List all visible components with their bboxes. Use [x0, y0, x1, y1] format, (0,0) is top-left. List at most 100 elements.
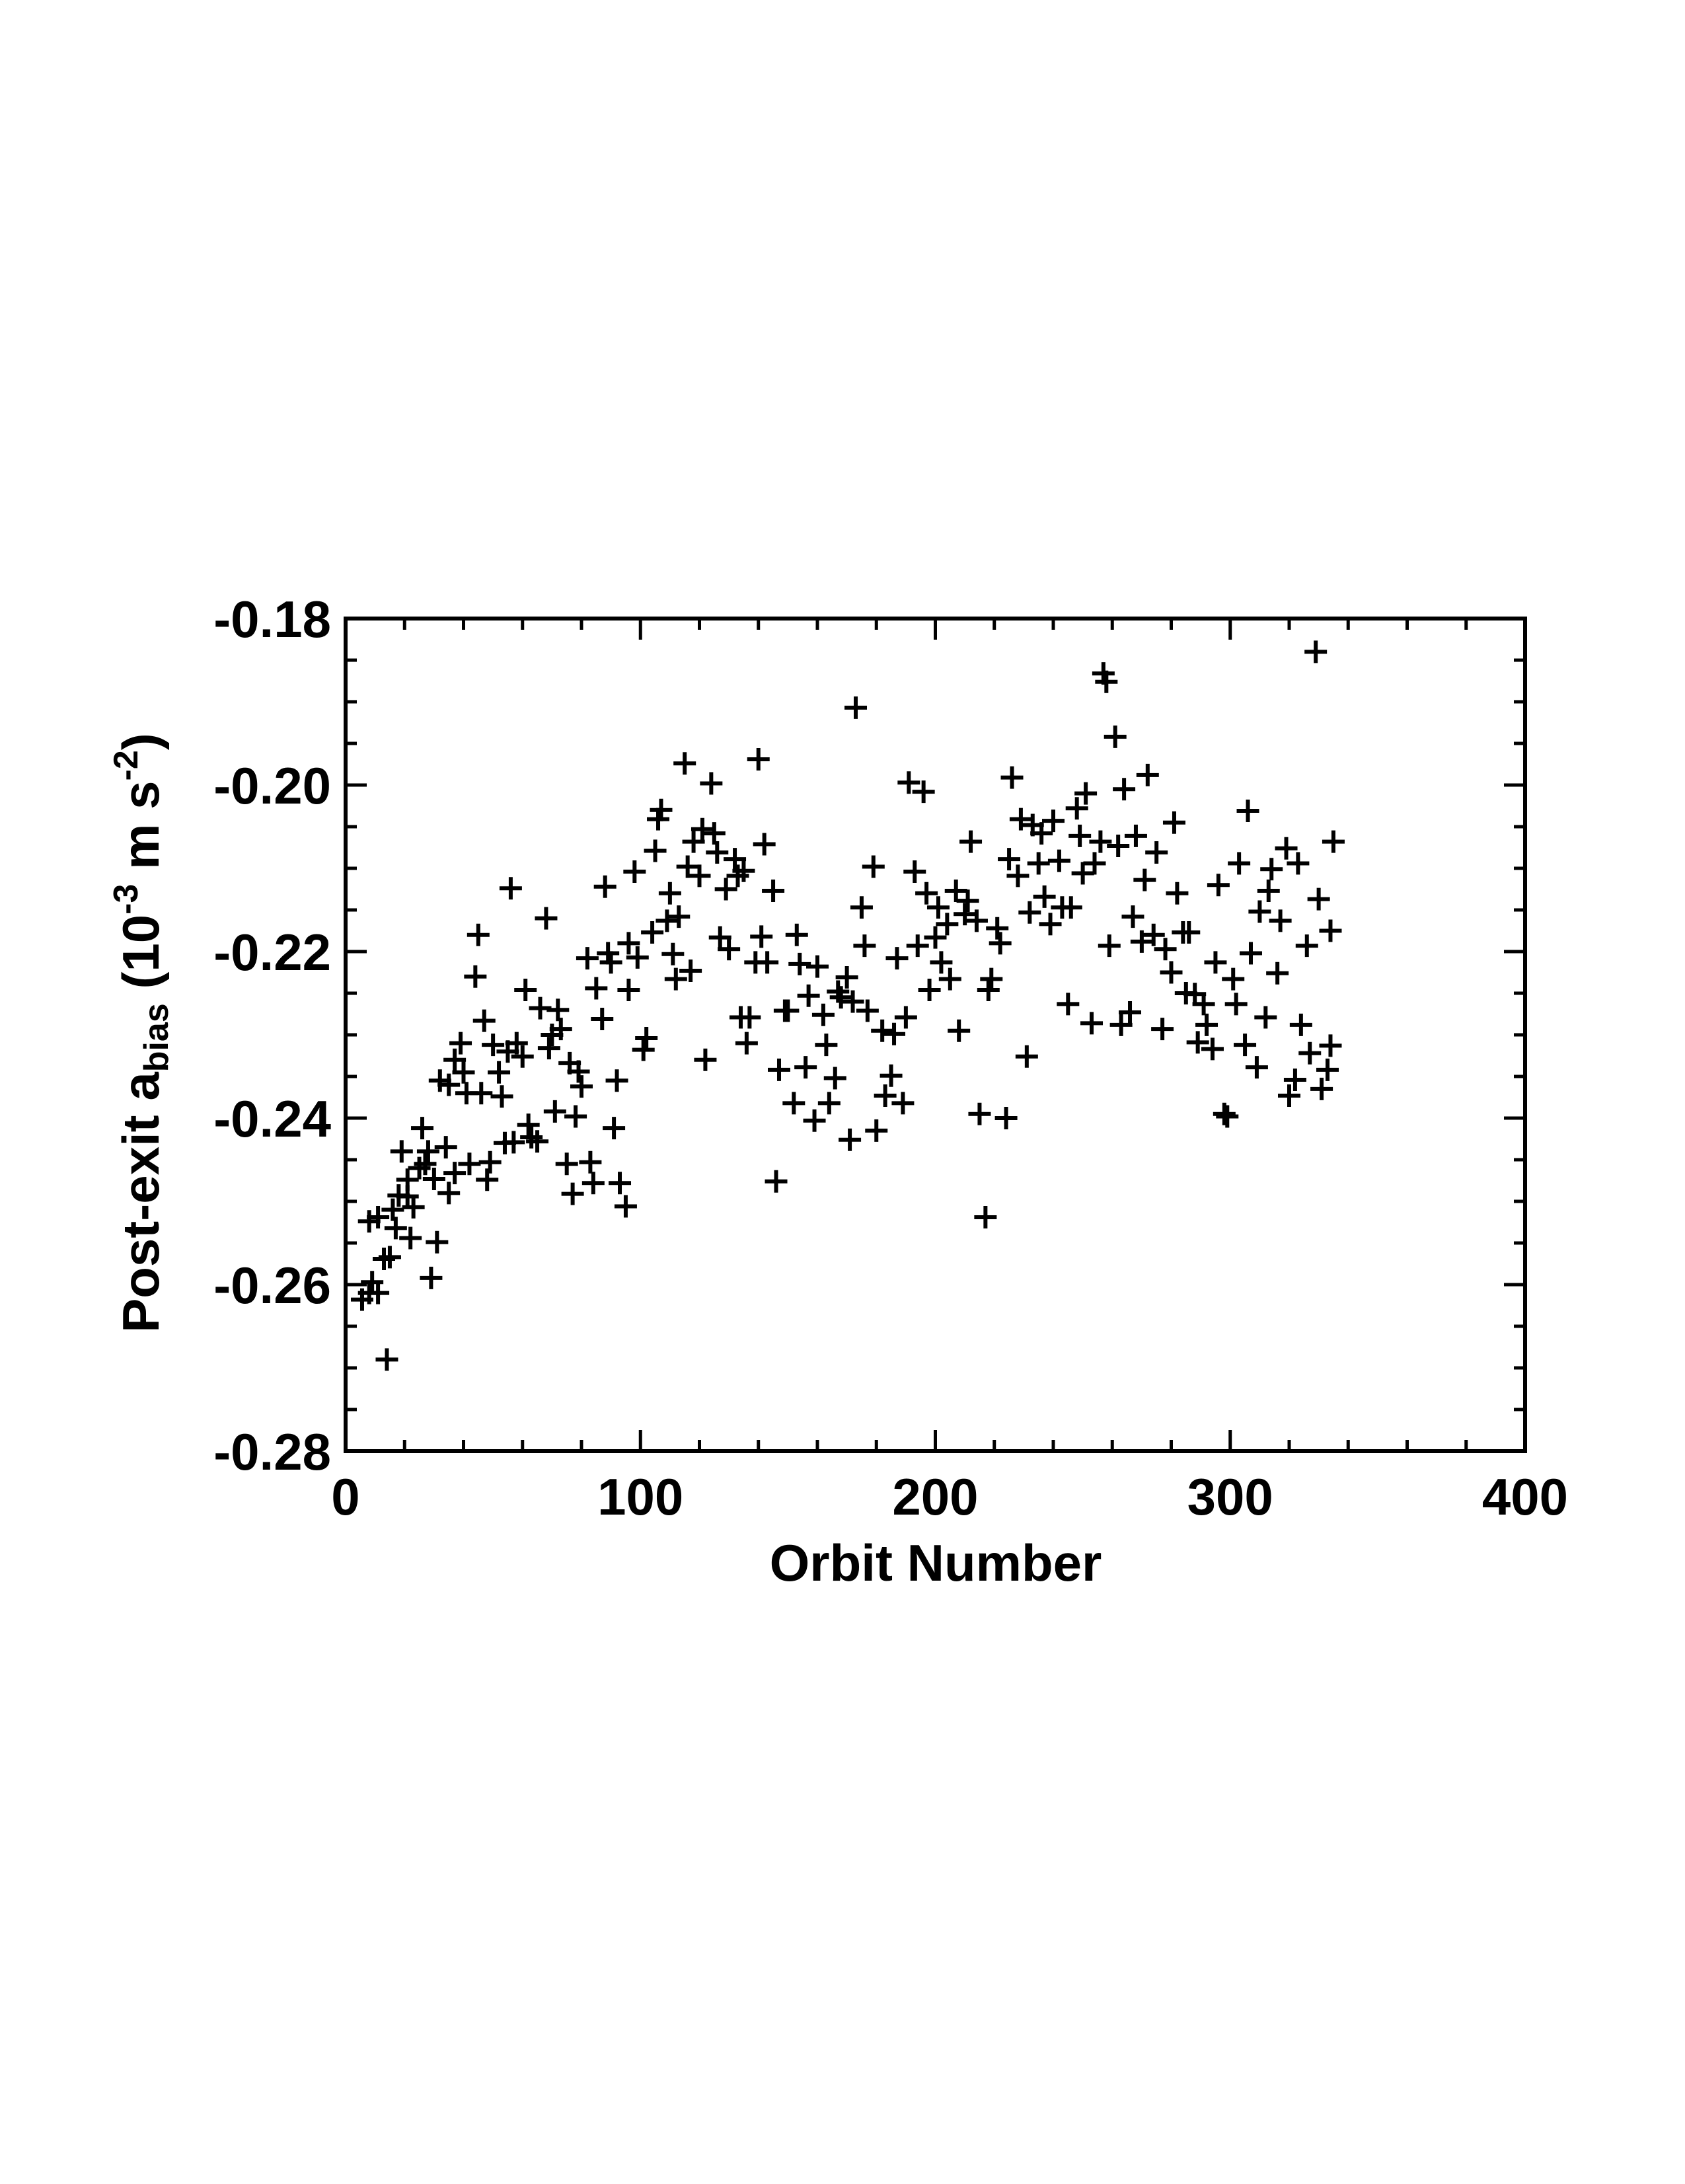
data-point: [1278, 1084, 1300, 1107]
data-point: [815, 1034, 838, 1057]
data-point: [835, 966, 858, 989]
data-point: [437, 1073, 461, 1096]
data-point: [1257, 880, 1280, 903]
data-point: [954, 903, 977, 926]
data-point: [1083, 852, 1106, 875]
data-point: [514, 978, 537, 1001]
data-point: [1316, 1058, 1339, 1081]
data-point: [938, 967, 961, 991]
data-point: [782, 1092, 805, 1115]
data-point: [688, 864, 711, 887]
data-point: [1298, 1041, 1322, 1065]
data-point: [537, 1037, 560, 1060]
data-point: [1080, 1012, 1104, 1035]
data-point: [738, 1006, 761, 1029]
data-point: [667, 905, 691, 928]
data-point: [797, 984, 820, 1007]
data-point: [414, 1152, 437, 1176]
data-point: [605, 1069, 628, 1092]
data-point: [1201, 1037, 1224, 1061]
data-point: [915, 882, 938, 905]
data-point: [1304, 640, 1328, 663]
data-point: [1269, 909, 1292, 932]
data-point: [546, 998, 570, 1022]
data-point: [871, 1019, 894, 1042]
data-point: [467, 923, 490, 946]
data-point: [880, 1064, 903, 1087]
data-point: [679, 959, 702, 982]
y-tick-label: -0.18: [213, 590, 331, 648]
data-point: [585, 977, 608, 1000]
data-point: [490, 1085, 513, 1108]
data-point: [1216, 1105, 1239, 1128]
data-point: [1322, 830, 1345, 853]
data-point: [735, 1032, 758, 1055]
data-point: [894, 1006, 917, 1029]
data-point: [1009, 808, 1032, 831]
data-point: [390, 1140, 413, 1163]
data-point: [378, 1246, 401, 1269]
y-tick-label: -0.26: [213, 1256, 331, 1314]
data-point: [1310, 1077, 1333, 1100]
data-point: [1186, 1031, 1209, 1054]
data-point: [399, 1226, 422, 1250]
data-point: [1098, 934, 1121, 958]
data-point: [974, 1205, 997, 1228]
data-point: [1160, 961, 1183, 984]
data-point: [1039, 913, 1062, 936]
data-point: [1151, 1018, 1174, 1041]
data-point: [785, 923, 808, 946]
data-point: [673, 752, 696, 775]
data-point: [1071, 862, 1094, 885]
data-point: [1207, 874, 1230, 897]
data-point: [384, 1217, 407, 1240]
data-point: [476, 1168, 499, 1191]
data-point: [449, 1032, 472, 1055]
data-point: [437, 1182, 461, 1205]
data-point: [570, 1075, 593, 1098]
data-point: [1213, 1102, 1236, 1125]
data-point: [989, 932, 1012, 955]
x-tick-label: 400: [1482, 1468, 1568, 1526]
data-point: [443, 1162, 467, 1185]
data-point: [593, 875, 617, 898]
data-point: [724, 848, 747, 871]
data-point: [464, 965, 487, 988]
data-point: [443, 1048, 467, 1071]
data-point: [897, 771, 920, 794]
y-label-part: (10: [112, 915, 170, 1003]
y-label-sub: bias: [137, 1003, 176, 1072]
data-point: [850, 896, 873, 919]
data-point: [853, 934, 876, 958]
data-point: [956, 889, 979, 913]
data-point: [682, 830, 705, 853]
data-point: [511, 1045, 534, 1068]
data-point: [375, 1348, 398, 1371]
data-point: [599, 951, 622, 974]
data-point: [576, 947, 599, 970]
data-point: [1195, 1013, 1218, 1036]
data-point: [980, 967, 1003, 991]
data-point: [948, 1019, 971, 1042]
y-label-part: m s: [112, 780, 170, 884]
data-point: [402, 1195, 425, 1219]
data-point: [452, 1061, 475, 1084]
data-point: [1059, 896, 1082, 919]
data-point: [434, 1136, 457, 1159]
data-point: [641, 921, 664, 944]
data-point: [702, 822, 726, 845]
data-point: [623, 860, 646, 884]
data-point: [691, 817, 714, 841]
data-point: [1178, 921, 1201, 944]
data-point: [1065, 797, 1088, 820]
data-point: [926, 896, 950, 919]
plot-frame: [344, 617, 1527, 1453]
data-point: [718, 938, 741, 961]
data-point: [1204, 951, 1227, 974]
data-point: [1275, 837, 1298, 860]
data-point: [1000, 766, 1024, 789]
data-point: [1104, 725, 1127, 748]
data-point: [1107, 834, 1130, 857]
data-point: [367, 1205, 390, 1228]
